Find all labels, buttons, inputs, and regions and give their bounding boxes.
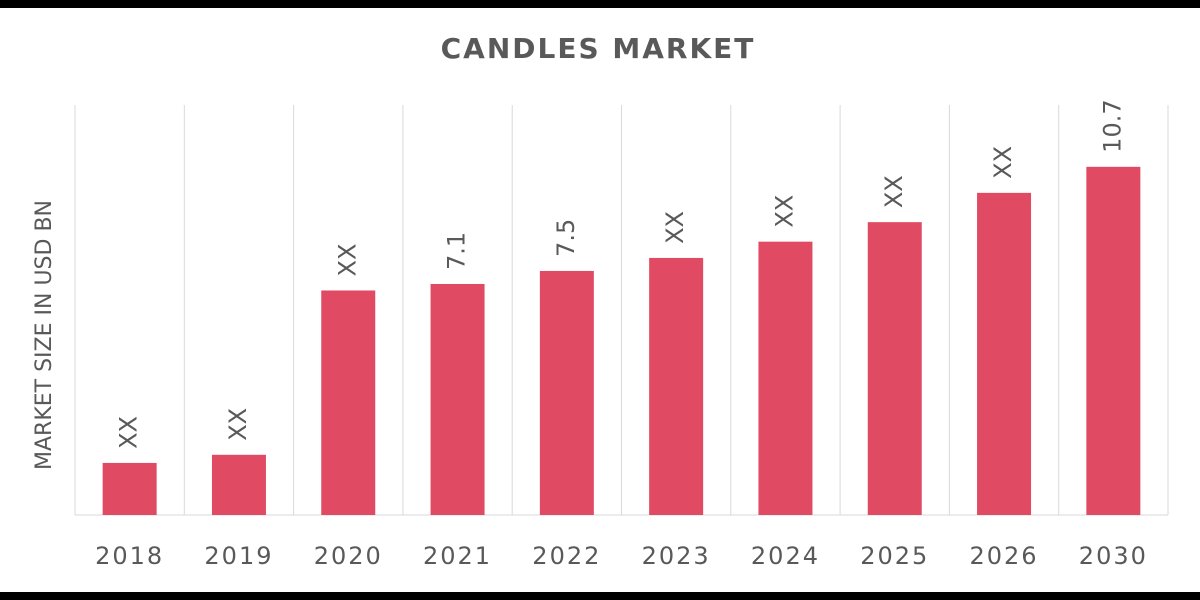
data-label: XX: [661, 211, 689, 244]
x-tick-label: 2030: [1079, 542, 1148, 570]
bar: [1086, 166, 1141, 516]
y-axis-label: MARKET SIZE IN USD BN: [32, 200, 57, 470]
bar: [321, 290, 376, 515]
chart-title: CANDLES MARKET: [441, 32, 756, 65]
data-label: 7.5: [552, 219, 580, 257]
bar: [102, 462, 157, 515]
data-label: XX: [115, 416, 143, 449]
data-label: 10.7: [1098, 99, 1126, 152]
x-tick-label: 2026: [970, 542, 1039, 570]
data-label: XX: [333, 244, 361, 277]
x-tick-label: 2019: [204, 542, 273, 570]
top-border: [0, 0, 1200, 8]
x-tick-label: 2021: [423, 542, 492, 570]
bar: [211, 454, 266, 515]
data-label: XX: [880, 175, 908, 208]
x-tick-label: 2023: [642, 542, 711, 570]
bottom-border: [0, 592, 1200, 600]
x-tick-label: 2020: [314, 542, 383, 570]
data-label: XX: [224, 408, 252, 441]
bar: [867, 222, 922, 515]
data-label: 7.1: [443, 232, 471, 270]
bar: [430, 283, 485, 515]
x-tick-label: 2018: [95, 542, 164, 570]
bar: [539, 270, 594, 515]
data-label: XX: [770, 195, 798, 228]
bar: [977, 192, 1032, 515]
data-label: XX: [989, 146, 1017, 179]
x-tick-label: 2025: [860, 542, 929, 570]
bar: [649, 257, 704, 515]
bar: [758, 241, 813, 515]
x-tick-label: 2024: [751, 542, 820, 570]
x-tick-label: 2022: [532, 542, 601, 570]
